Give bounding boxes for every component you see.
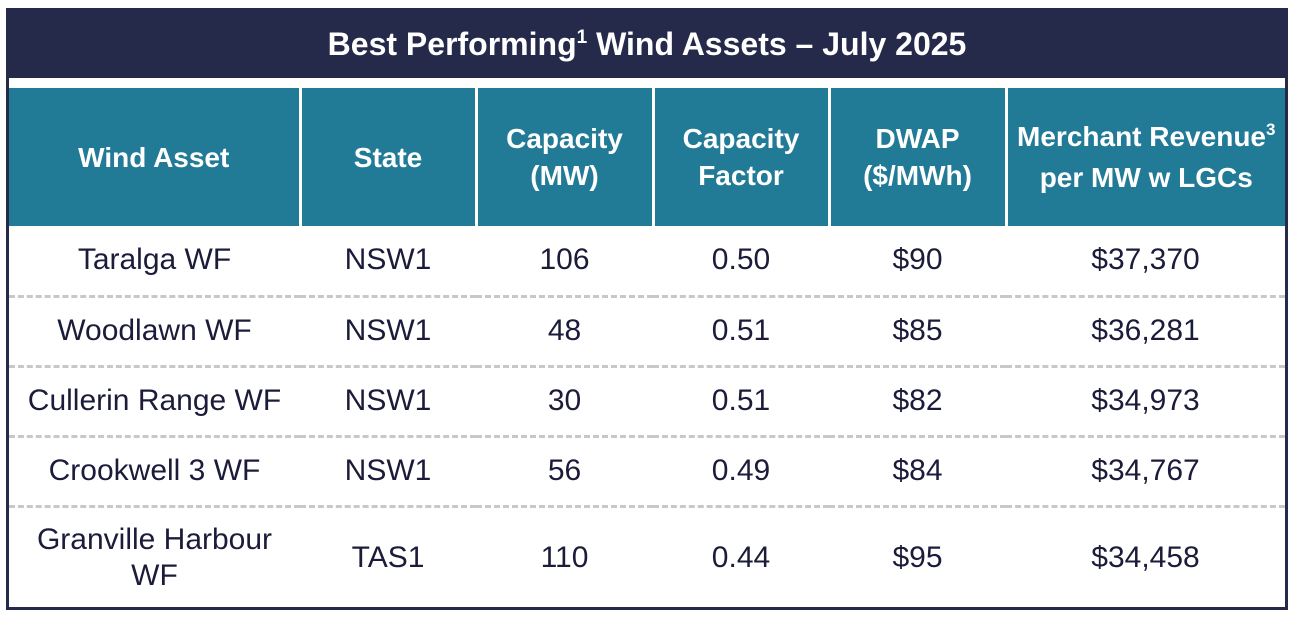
column-header-capacity: Capacity (MW) xyxy=(474,88,653,226)
cell-merchant-revenue: $37,370 xyxy=(1006,226,1285,298)
cell-capacity: 56 xyxy=(476,436,653,508)
title-text-rest: Wind Assets – July 2025 xyxy=(587,26,967,62)
cell-capacity-factor: 0.49 xyxy=(653,436,829,508)
table-row: Cullerin Range WF NSW1 30 0.51 $82 $34,973 xyxy=(9,366,1285,438)
header-row: Wind Asset State Capacity (MW) Capacity Fac… xyxy=(9,88,1285,226)
cell-capacity: 110 xyxy=(540,540,589,574)
column-header-wind-asset: Wind Asset xyxy=(9,88,300,226)
column-header-label: Capacity (MW) xyxy=(506,123,623,191)
column-header-footnote-marker: 3 xyxy=(1266,120,1276,139)
column-header-merchant-revenue: Merchant Revenue3 per MW w LGCs xyxy=(1004,88,1285,226)
cell-dwap: $82 xyxy=(829,366,1006,438)
title-text: Best Performing xyxy=(327,26,577,62)
column-header-label-rest: per MW w LGCs xyxy=(1039,162,1253,193)
cell-capacity-factor: 0.51 xyxy=(653,366,829,438)
cell-asset-name: Crookwell 3 WF xyxy=(9,436,300,508)
table-row: Woodlawn WF NSW1 48 0.51 $85 $36,281 xyxy=(9,296,1285,368)
cell-capacity: 48 xyxy=(476,296,653,368)
column-header-label: Capacity Factor xyxy=(682,123,800,191)
cell-state: NSW1 xyxy=(300,296,476,368)
column-header-label: Merchant Revenue xyxy=(1017,121,1266,152)
table-frame: Best Performing1 Wind Assets – July 2025… xyxy=(6,8,1288,610)
column-header-capacity-factor: Capacity Factor xyxy=(651,88,829,226)
cell-capacity-factor: 0.50 xyxy=(653,226,829,298)
cell-merchant-revenue: $34,767 xyxy=(1006,436,1285,508)
cell-asset-name: Taralga WF xyxy=(9,226,300,298)
column-header-dwap: DWAP ($/MWh) xyxy=(827,88,1006,226)
column-header-state: State xyxy=(298,88,476,226)
column-header-label: State xyxy=(353,141,423,173)
cell-merchant-revenue: $34,458 xyxy=(1091,540,1200,574)
cell-state: NSW1 xyxy=(300,436,476,508)
cell-merchant-revenue: $34,973 xyxy=(1006,366,1285,438)
cell-state: NSW1 xyxy=(300,226,476,298)
cell-asset-name: Cullerin Range WF xyxy=(9,366,300,438)
cell-capacity: 30 xyxy=(476,366,653,438)
cell-state: TAS1 xyxy=(351,540,425,574)
cell-dwap: $90 xyxy=(829,226,1006,298)
cell-capacity-factor: 0.44 xyxy=(711,540,771,574)
cell-dwap: $95 xyxy=(892,540,943,574)
cell-capacity: 106 xyxy=(476,226,653,298)
cell-capacity-factor: 0.51 xyxy=(653,296,829,368)
column-header-label: Wind Asset xyxy=(78,141,230,173)
cell-merchant-revenue: $36,281 xyxy=(1006,296,1285,368)
table-row: Crookwell 3 WF NSW1 56 0.49 $84 $34,767 xyxy=(9,436,1285,508)
title-footnote-marker: 1 xyxy=(576,27,588,48)
cell-asset-name: Granville Harbour WF xyxy=(36,522,273,592)
table-row: Taralga WF NSW1 106 0.50 $90 $37,370 xyxy=(9,226,1285,298)
cell-asset-name: Woodlawn WF xyxy=(9,296,300,368)
cell-dwap: $84 xyxy=(829,436,1006,508)
cell-state: NSW1 xyxy=(300,366,476,438)
table-row: Granville Harbour WF TAS1 110 0.44 $95 $34,45… xyxy=(9,506,1285,608)
wind-assets-table: Wind Asset State Capacity (MW) Capacity Fac… xyxy=(9,88,1285,608)
column-header-label: DWAP ($/MWh) xyxy=(863,123,972,191)
title-separator xyxy=(9,78,1285,88)
cell-dwap: $85 xyxy=(829,296,1006,368)
table-body: Taralga WF NSW1 106 0.50 $90 $37,370 Woodlawn … xyxy=(9,226,1285,608)
table-title: Best Performing1 Wind Assets – July 2025 xyxy=(9,11,1285,78)
